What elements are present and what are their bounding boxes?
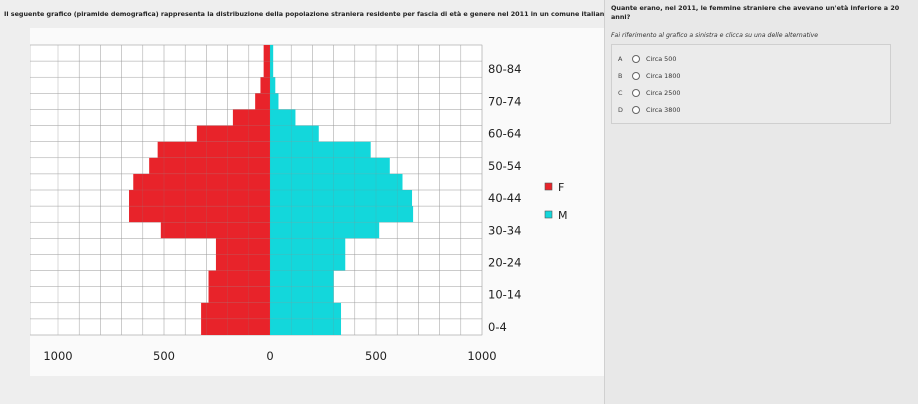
bar-male-10-14	[270, 286, 334, 303]
option-b-radio[interactable]	[632, 72, 640, 80]
bar-female-70-74	[255, 93, 270, 110]
bar-male-65-69	[270, 109, 296, 126]
bar-female-25-29	[215, 238, 270, 255]
x-tick-label: 0	[266, 349, 273, 363]
bar-male-35-39	[270, 206, 414, 223]
bar-female-10-14	[208, 286, 270, 303]
option-d-radio[interactable]	[632, 106, 640, 114]
option-a-letter: A	[618, 55, 623, 63]
legend-label-F: F	[558, 181, 564, 194]
question-intro-text: Il seguente grafico (piramide demografic…	[4, 10, 612, 18]
legend-swatch-F	[544, 182, 553, 191]
bar-male-60-64	[270, 125, 319, 142]
age-label-70-74: 70-74	[488, 94, 521, 108]
age-label-60-64: 60-64	[488, 127, 521, 141]
bar-female-75-79	[260, 77, 270, 94]
bar-male-70-74	[270, 93, 279, 110]
bar-female-20-24	[215, 254, 270, 271]
option-a[interactable]: A Circa 500	[618, 53, 676, 65]
age-label-30-34: 30-34	[488, 223, 521, 237]
population-pyramid-chart: 80-84 70-74 60-64 50-54 40-44 30-34 20-24 10-14…	[29, 28, 604, 376]
bar-male-45-49	[270, 173, 403, 190]
bar-male-25-29	[270, 238, 346, 255]
age-label-20-24: 20-24	[488, 256, 521, 270]
bar-male-75-79	[270, 77, 276, 94]
option-b[interactable]: B Circa 1800	[618, 70, 680, 82]
option-c-label: Circa 2500	[646, 89, 681, 97]
x-tick-label: 500	[153, 349, 175, 363]
option-a-radio[interactable]	[632, 55, 640, 63]
option-c-radio[interactable]	[632, 89, 640, 97]
x-tick-label: 500	[365, 349, 387, 363]
bar-male-55-59	[270, 141, 371, 158]
pyramid-svg: 80-84 70-74 60-64 50-54 40-44 30-34 20-24 10-14…	[29, 44, 568, 363]
age-label-40-44: 40-44	[488, 191, 521, 205]
bar-male-40-44	[270, 190, 413, 207]
x-tick-label: 1000	[467, 349, 496, 363]
bar-female-50-54	[149, 157, 270, 174]
age-label-50-54: 50-54	[488, 159, 521, 173]
x-tick-label: 1000	[43, 349, 72, 363]
bar-male-15-19	[270, 270, 334, 287]
instruction-text: Fai riferimento al grafico a sinistra e …	[611, 32, 819, 39]
bar-female-40-44	[129, 190, 270, 207]
bar-female-80-84	[263, 61, 270, 78]
bar-female-5-9	[201, 302, 270, 319]
option-d-letter: D	[618, 106, 623, 114]
legend-swatch-M	[544, 210, 553, 219]
age-label-0-4: 0-4	[488, 320, 507, 334]
answer-pane: Quante erano, nel 2011, le femmine stran…	[604, 0, 918, 404]
option-a-label: Circa 500	[646, 55, 677, 63]
question-text: Quante erano, nel 2011, le femmine stran…	[611, 4, 900, 21]
bar-male-30-34	[270, 222, 380, 239]
age-label-80-84: 80-84	[488, 62, 521, 76]
bar-female-60-64	[196, 125, 270, 142]
bar-female-15-19	[208, 270, 270, 287]
answer-options: A Circa 500 B Circa 1800 C Circa 2500 D …	[611, 44, 891, 124]
option-c-letter: C	[618, 89, 623, 97]
bar-male-85+	[270, 45, 274, 62]
bar-female-55-59	[157, 141, 270, 158]
bar-male-0-4	[270, 318, 342, 335]
option-b-label: Circa 1800	[646, 72, 681, 80]
bar-female-35-39	[129, 206, 270, 223]
bar-female-30-34	[160, 222, 270, 239]
bar-female-0-4	[201, 318, 270, 335]
bar-male-5-9	[270, 302, 342, 319]
legend-label-M: M	[558, 209, 568, 222]
option-c[interactable]: C Circa 2500	[618, 87, 680, 99]
option-d[interactable]: D Circa 3800	[618, 104, 680, 116]
age-label-10-14: 10-14	[488, 288, 521, 302]
bar-female-85+	[263, 45, 270, 62]
option-b-letter: B	[618, 72, 623, 80]
option-d-label: Circa 3800	[646, 106, 681, 114]
bar-male-80-84	[270, 61, 274, 78]
bar-female-45-49	[133, 173, 270, 190]
bar-female-65-69	[232, 109, 270, 126]
chart-pane: Il seguente grafico (piramide demografic…	[4, 10, 612, 376]
bar-male-50-54	[270, 157, 390, 174]
bar-male-20-24	[270, 254, 346, 271]
